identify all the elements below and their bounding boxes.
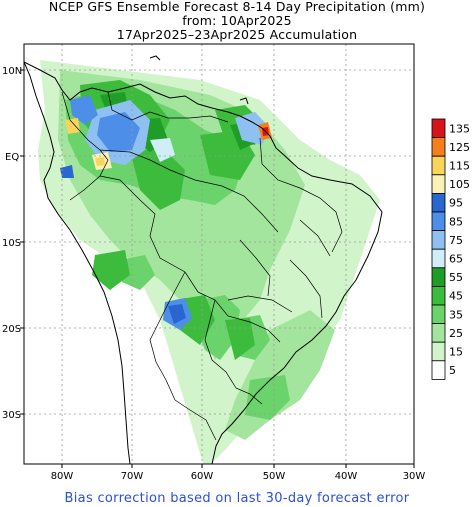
legend-label: 75 xyxy=(449,234,463,247)
legend-label: 55 xyxy=(449,271,463,284)
legend-swatch xyxy=(431,118,446,139)
legend-swatch xyxy=(431,248,446,269)
accumulation-period: 17Apr2025–23Apr2025 Accumulation xyxy=(116,27,358,42)
lat-label-20s: 20S xyxy=(2,324,21,335)
legend-swatch xyxy=(431,174,446,194)
legend-label: 35 xyxy=(449,308,463,321)
bias-correction-note: Bias correction based on last 30-day for… xyxy=(64,491,410,506)
legend-swatch xyxy=(431,323,446,343)
lon-label-50w: 50W xyxy=(263,471,286,482)
legend-swatch xyxy=(431,285,446,306)
lat-label-10s: 10S xyxy=(2,238,21,249)
legend-label: 85 xyxy=(449,215,463,228)
precip-field xyxy=(38,60,380,464)
legend-label: 45 xyxy=(449,290,463,303)
precip-legend: 135 125 115 105 95 85 75 65 55 45 35 25 15 5 xyxy=(431,118,470,380)
lon-label-70w: 70W xyxy=(121,471,144,482)
lat-label-10n: 10N xyxy=(2,66,22,77)
map-title: NCEP GFS Ensemble Forecast 8-14 Day Prec… xyxy=(48,0,426,14)
legend-swatch xyxy=(431,137,446,157)
lon-label-60w: 60W xyxy=(191,471,214,482)
axis-ticks xyxy=(20,69,415,468)
lat-label-eq: EQ xyxy=(5,152,19,163)
legend-label: 105 xyxy=(449,178,470,191)
legend-label: 65 xyxy=(449,253,463,266)
forecast-from-date: from: 10Apr2025 xyxy=(182,13,292,28)
legend-label: 15 xyxy=(449,346,463,359)
legend-swatch xyxy=(431,304,446,325)
legend-label: 5 xyxy=(449,364,456,377)
lon-label-40w: 40W xyxy=(335,471,358,482)
legend-label: 125 xyxy=(449,141,470,154)
legend-swatch xyxy=(431,267,446,287)
legend-swatch xyxy=(431,192,446,213)
graticule xyxy=(24,44,414,464)
legend-swatch xyxy=(431,341,446,362)
legend-label: 95 xyxy=(449,197,463,210)
legend-swatch xyxy=(431,155,446,176)
lon-label-30w: 30W xyxy=(403,471,426,482)
legend-swatch xyxy=(431,211,446,232)
legend-label: 135 xyxy=(449,122,470,135)
map-frame xyxy=(23,43,415,465)
legend-label: 25 xyxy=(449,327,463,340)
country-borders xyxy=(61,91,343,441)
legend-swatch xyxy=(431,360,446,380)
coastlines xyxy=(24,55,383,464)
lon-label-80w: 80W xyxy=(51,471,74,482)
legend-swatch xyxy=(431,230,446,250)
lat-label-30s: 30S xyxy=(2,410,21,421)
legend-label: 115 xyxy=(449,160,470,173)
